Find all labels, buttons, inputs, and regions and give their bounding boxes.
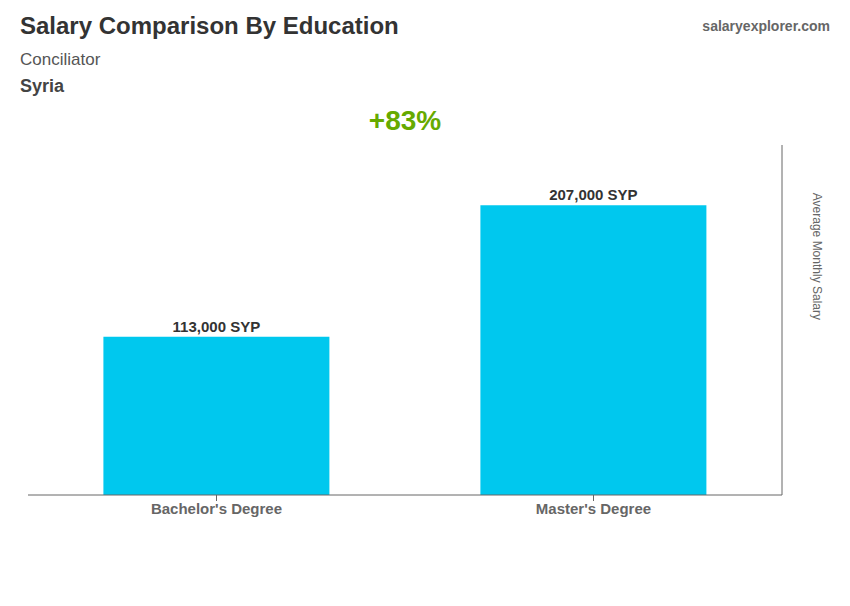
svg-text:Master's Degree: Master's Degree <box>536 500 651 517</box>
svg-text:Bachelor's Degree: Bachelor's Degree <box>151 500 282 517</box>
html-text:salaryexplorer.com: salaryexplorer.com <box>702 18 830 34</box>
html-text:Salary Comparison By Education: Salary Comparison By Education <box>20 12 399 39</box>
html-text:Conciliator: Conciliator <box>20 50 101 69</box>
html-text:+83%: +83% <box>368 105 442 136</box>
svg-text:113,000 SYP: 113,000 SYP <box>173 318 261 335</box>
svg-text:Average Monthly Salary: Average Monthly Salary <box>810 193 824 320</box>
svg-text:207,000 SYP: 207,000 SYP <box>549 186 637 203</box>
html-text:Syria: Syria <box>20 76 64 96</box>
